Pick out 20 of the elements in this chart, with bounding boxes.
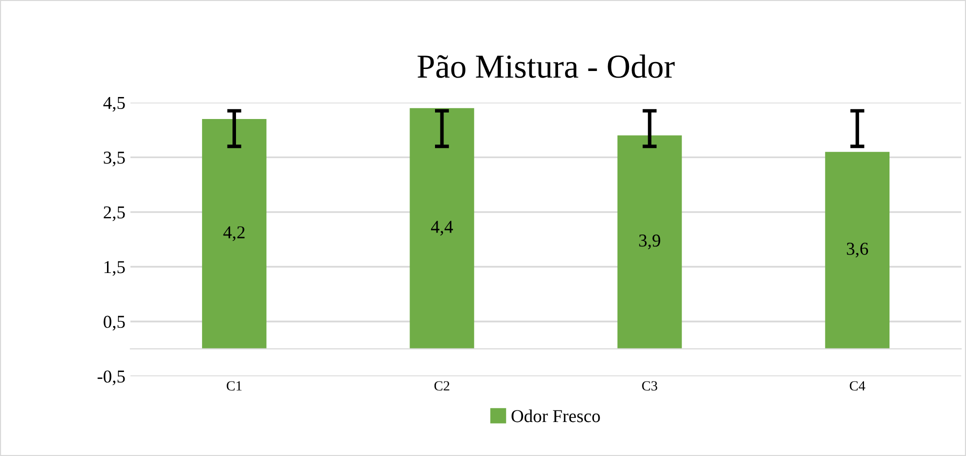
bar xyxy=(617,135,682,349)
y-tick-label: 3,5 xyxy=(104,152,125,166)
bar xyxy=(825,152,890,349)
bar xyxy=(202,119,266,349)
y-tick-label: 4,5 xyxy=(103,96,125,112)
x-tick-label: C1 xyxy=(226,381,242,391)
bar xyxy=(410,108,474,349)
y-tick-label: 2,5 xyxy=(104,206,125,222)
data-label: 3,9 xyxy=(639,234,660,250)
data-label: 4,2 xyxy=(223,226,245,242)
y-tick-label: -0,5 xyxy=(98,370,125,386)
chart-title: Pão Mistura - Odor xyxy=(418,54,675,78)
data-label: 3,6 xyxy=(846,242,868,258)
legend-label: Odor Fresco xyxy=(512,410,600,422)
y-tick-label: 1,5 xyxy=(104,261,125,276)
data-label: 4,4 xyxy=(431,220,453,236)
x-tick-label: C3 xyxy=(642,381,658,391)
x-tick-label: C4 xyxy=(850,381,866,391)
y-tick-label: 0,5 xyxy=(104,316,125,331)
x-tick-label: C2 xyxy=(434,381,450,391)
